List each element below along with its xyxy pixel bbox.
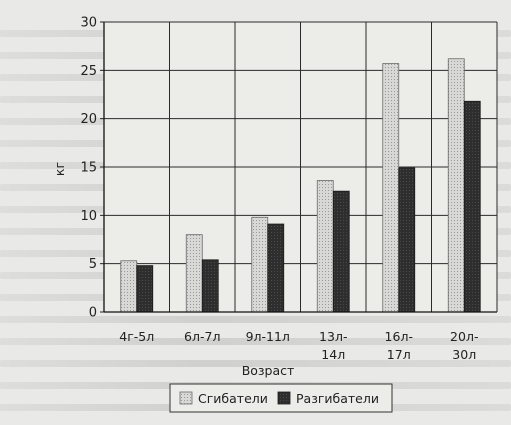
bar-extensors <box>398 167 416 313</box>
bar-flexors <box>447 58 465 313</box>
y-axis-title: кг <box>52 162 67 176</box>
bar-extensors <box>136 265 154 313</box>
bar-extensors <box>267 223 285 313</box>
bar-flexors <box>120 260 138 313</box>
bar-extensors <box>463 100 481 313</box>
bar-flexors <box>251 216 269 313</box>
legend-swatch-extensors <box>277 391 291 405</box>
y-tick-label: 5 <box>89 257 97 272</box>
x-axis-title: Возраст <box>242 363 295 378</box>
y-tick-label: 25 <box>80 64 97 79</box>
bar-flexors <box>185 234 203 313</box>
y-tick-label: 20 <box>80 112 97 127</box>
bar-flexors <box>382 63 400 313</box>
x-category-label: 20л- <box>450 329 478 344</box>
x-category-label: 30л <box>452 347 476 362</box>
legend-swatch-flexors <box>179 391 193 405</box>
x-category-label: 9л-11л <box>246 329 290 344</box>
legend-label-extensors: Разгибатели <box>296 391 379 406</box>
legend-label-flexors: Сгибатели <box>198 391 268 406</box>
bar-extensors <box>332 190 350 313</box>
y-tick-label: 0 <box>89 306 97 321</box>
x-category-label: 16л- <box>385 329 413 344</box>
y-tick-label: 10 <box>80 209 97 224</box>
x-category-label: 4г-5л <box>119 329 154 344</box>
y-tick-label: 15 <box>80 161 97 176</box>
x-category-label: 14л <box>321 347 345 362</box>
y-tick-label: 30 <box>80 16 97 31</box>
bar-extensors <box>201 259 219 313</box>
x-category-label: 13л- <box>319 329 347 344</box>
bar-flexors <box>316 180 334 313</box>
x-category-label: 6л-7л <box>184 329 220 344</box>
x-category-label: 17л <box>387 347 411 362</box>
